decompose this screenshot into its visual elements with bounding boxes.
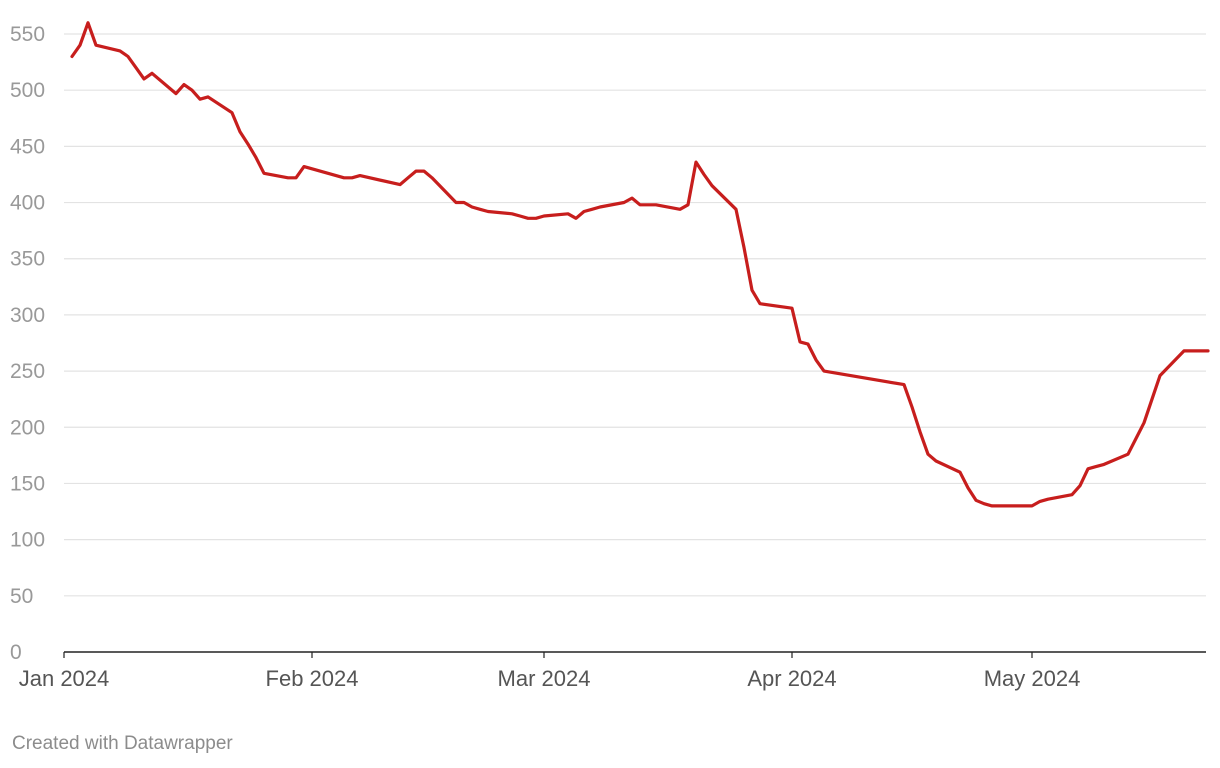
x-tick-label: Jan 2024 [19,666,110,691]
x-axis-tick-labels: Jan 2024 Feb 2024 Mar 2024 Apr 2024 May 2024 [19,652,1081,691]
series-line [70,21,1210,508]
series-layer [70,21,1210,508]
x-tick-label: Mar 2024 [498,666,591,691]
y-tick-label: 500 [10,79,45,102]
x-tick-label: Feb 2024 [266,666,359,691]
y-tick-label: 50 [10,585,33,608]
line-chart: 0 50 100 150 200 250 300 350 400 450 500 550 Jan 20… [10,21,1210,691]
datawrapper-credit: Created with Datawrapper [12,733,233,754]
y-tick-label: 400 [10,192,45,215]
x-tick-label: May 2024 [984,666,1081,691]
gridlines [64,33,1206,597]
y-tick-label: 450 [10,135,45,158]
y-tick-label: 150 [10,472,45,495]
y-axis-tick-labels: 0 50 100 150 200 250 300 350 400 450 500 550 [10,23,45,664]
y-tick-label: 350 [10,248,45,271]
x-tick-label: Apr 2024 [747,666,836,691]
y-tick-label: 300 [10,304,45,327]
y-tick-label: 0 [10,641,22,664]
y-tick-label: 100 [10,529,45,552]
y-tick-label: 550 [10,23,45,46]
y-tick-label: 200 [10,416,45,439]
y-tick-label: 250 [10,360,45,383]
